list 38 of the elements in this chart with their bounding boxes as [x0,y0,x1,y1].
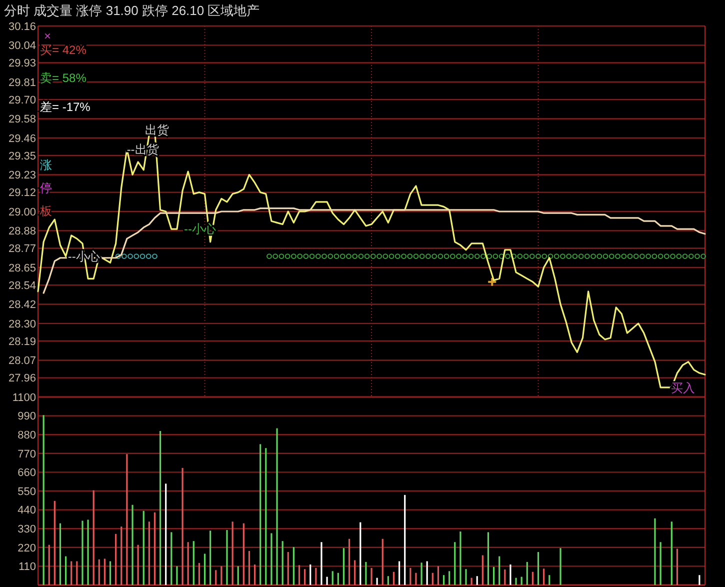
y-tick-label: 330 [18,523,36,536]
y-tick-label: 29.58 [8,114,36,126]
y-tick-label: 29.12 [8,187,36,200]
y-tick-label: 28.30 [8,318,36,330]
y-tick-label: 29.70 [8,94,36,106]
y-tick-label: 29.35 [8,150,36,162]
y-tick-label: 110 [18,561,36,574]
y-tick-label: 1100 [12,392,36,404]
annotation: 停 [40,181,52,196]
y-tick-label: 28.19 [8,336,36,348]
y-tick-label: 30.16 [8,20,36,33]
y-tick-label: 770 [18,448,36,460]
y-tick-label: 29.93 [8,58,36,70]
y-tick-label: 29.81 [8,76,36,89]
annotation: 买= 42% [40,43,87,58]
y-tick-label: 27.96 [8,372,36,385]
y-tick-label: 28.07 [8,355,36,368]
y-tick-label: 30.04 [8,40,36,52]
y-tick-label: 29.23 [8,170,36,182]
annotation: 卖= 58% [40,71,87,86]
annotation: × [44,29,52,44]
y-tick-label: 28.88 [8,226,36,238]
y-tick-label: 440 [18,504,36,517]
y-tick-label: 29.46 [8,132,36,145]
y-tick-label: 660 [18,467,36,480]
y-tick-label: 990 [18,410,36,423]
annotation: 涨 [40,158,52,172]
chart-title: 分时 成交量 涨停 31.90 跌停 26.10 区域地产 [4,3,260,18]
y-tick-label: 28.54 [8,280,36,292]
y-tick-label: 28.65 [8,262,36,274]
y-tick-label: 28.42 [8,299,36,312]
y-tick-label: 28.77 [8,243,36,256]
annotation: 买入 [671,381,695,396]
annotation: 差= -17% [40,100,91,114]
y-tick-label: 220 [18,542,36,554]
y-tick-label: 29.00 [8,206,36,218]
y-tick-label: 880 [18,429,36,442]
y-tick-label: 550 [18,486,36,498]
